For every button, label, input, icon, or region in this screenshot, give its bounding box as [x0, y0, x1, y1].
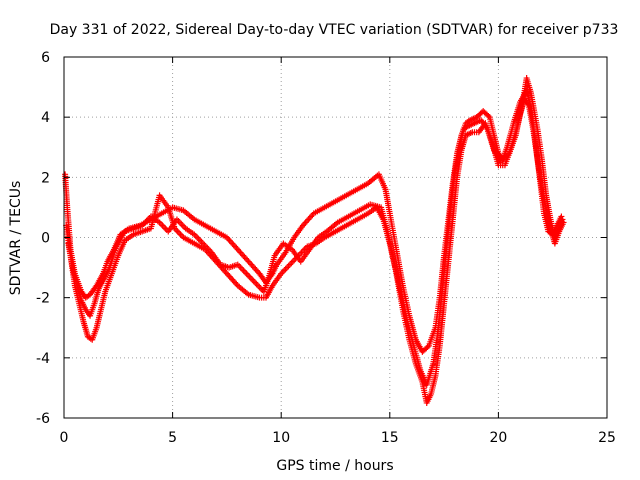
chart-title: Day 331 of 2022, Sidereal Day-to-day VTE… — [50, 22, 619, 38]
x-tick-label: 25 — [598, 430, 616, 446]
x-tick-label: 15 — [381, 430, 399, 446]
data-point — [560, 219, 567, 226]
data-point — [424, 344, 431, 351]
axis-ticks: 0 5 10 15 20 25 -6 -4 -2 0 2 4 6 — [36, 50, 616, 446]
x-tick-label: 0 — [60, 430, 69, 446]
y-tick-label: 2 — [41, 170, 50, 186]
data-series — [62, 75, 567, 406]
y-tick-label: -2 — [36, 291, 50, 307]
x-tick-label: 20 — [489, 430, 507, 446]
y-tick-label: 0 — [41, 231, 50, 247]
y-tick-label: -4 — [36, 351, 50, 367]
y-tick-label: -6 — [36, 411, 50, 427]
plot-frame — [63, 56, 608, 419]
y-tick-label: 4 — [41, 110, 50, 126]
x-tick-label: 10 — [272, 430, 290, 446]
x-axis-label: GPS time / hours — [276, 458, 393, 474]
y-tick-label: 6 — [41, 50, 50, 66]
x-tick-label: 5 — [168, 430, 177, 446]
y-axis-label: SDTVAR / TECUs — [8, 181, 24, 296]
grid — [64, 57, 607, 418]
data-point — [485, 112, 492, 119]
